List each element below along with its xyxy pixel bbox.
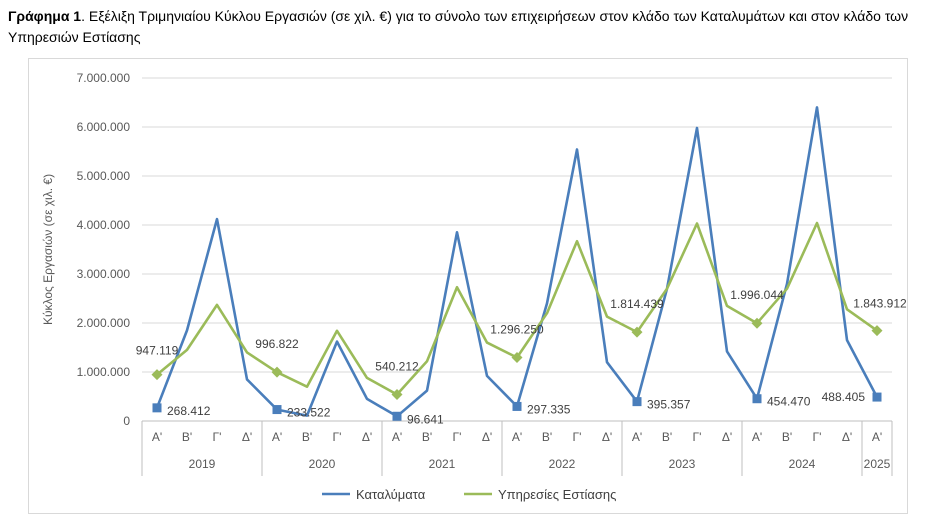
data-label: 1.814.439: [610, 297, 664, 311]
data-label: 488.405: [822, 390, 866, 404]
y-tick-label: 3.000.000: [77, 267, 131, 281]
x-tick-label: Β': [542, 430, 552, 444]
data-point-marker: [392, 411, 402, 421]
x-tick-label: Γ': [813, 430, 822, 444]
x-tick-label: Α': [872, 430, 882, 444]
x-tick-label: Δ': [602, 430, 612, 444]
y-tick-label: 0: [123, 414, 130, 428]
chart-caption: Γράφημα 1. Εξέλιξη Τριμηνιαίου Κύκλου Ερ…: [8, 6, 924, 48]
y-tick-label: 7.000.000: [77, 71, 131, 85]
data-label: 268.412: [167, 404, 211, 418]
data-point-marker: [271, 366, 283, 378]
data-label: 454.470: [767, 395, 811, 409]
data-label: 1.296.250: [490, 322, 544, 336]
x-tick-label: Δ': [482, 430, 492, 444]
x-tick-label: Δ': [842, 430, 852, 444]
year-label: 2025: [864, 457, 891, 471]
data-point-marker: [391, 389, 403, 401]
data-point-marker: [152, 403, 162, 413]
caption-label: Γράφημα 1: [8, 8, 82, 24]
y-tick-label: 1.000.000: [77, 365, 131, 379]
x-tick-label: Γ': [333, 430, 342, 444]
y-axis-title: Κύκλος Εργασιών (σε χιλ. €): [41, 174, 55, 325]
data-label: 540.212: [375, 360, 419, 374]
year-label: 2019: [189, 457, 216, 471]
caption-text: . Εξέλιξη Τριμηνιαίου Κύκλου Εργασιών (σ…: [8, 8, 909, 45]
x-tick-label: Α': [632, 430, 642, 444]
chart-frame: [28, 58, 908, 514]
data-point-marker: [631, 326, 643, 338]
x-tick-label: Γ': [213, 430, 222, 444]
y-tick-label: 6.000.000: [77, 120, 131, 134]
x-tick-label: Δ': [362, 430, 372, 444]
data-label: 1.996.044: [730, 288, 784, 302]
x-tick-label: Γ': [573, 430, 582, 444]
data-label: 947.119: [136, 344, 179, 358]
data-point-marker: [872, 392, 882, 402]
x-tick-label: Β': [182, 430, 192, 444]
year-label: 2024: [789, 457, 816, 471]
data-label: 395.357: [647, 398, 691, 412]
data-point-marker: [511, 351, 523, 363]
y-tick-label: 4.000.000: [77, 218, 131, 232]
legend-label: Υπηρεσίες Εστίασης: [498, 487, 616, 502]
year-label: 2020: [309, 457, 336, 471]
data-label: 297.335: [527, 402, 571, 416]
data-point-marker: [871, 325, 883, 337]
x-tick-label: Α': [752, 430, 762, 444]
year-label: 2021: [429, 457, 456, 471]
x-tick-label: Δ': [722, 430, 732, 444]
x-tick-label: Α': [272, 430, 282, 444]
series-line-food-services: [156, 221, 878, 396]
year-label: 2023: [669, 457, 696, 471]
data-point-marker: [751, 317, 763, 329]
data-point-marker: [632, 397, 642, 407]
year-label: 2022: [549, 457, 576, 471]
legend-label: Καταλύματα: [356, 487, 426, 502]
data-label: 1.843.912: [853, 297, 907, 311]
y-tick-label: 5.000.000: [77, 169, 131, 183]
data-point-marker: [752, 394, 762, 404]
y-tick-label: 2.000.000: [77, 316, 131, 330]
data-point-marker: [512, 401, 522, 411]
series-line-accommodation: [155, 106, 879, 418]
x-tick-label: Β': [422, 430, 432, 444]
x-tick-label: Α': [392, 430, 402, 444]
data-label: 96.641: [407, 412, 444, 426]
x-tick-label: Α': [152, 430, 162, 444]
data-point-marker: [151, 369, 163, 381]
x-tick-label: Β': [302, 430, 312, 444]
x-tick-label: Γ': [693, 430, 702, 444]
x-tick-label: Β': [662, 430, 672, 444]
x-tick-label: Δ': [242, 430, 252, 444]
data-label: 996.822: [255, 337, 299, 351]
data-point-marker: [272, 405, 282, 415]
x-tick-label: Β': [782, 430, 792, 444]
x-tick-label: Γ': [453, 430, 462, 444]
data-label: 233.522: [287, 406, 331, 420]
x-tick-label: Α': [512, 430, 522, 444]
